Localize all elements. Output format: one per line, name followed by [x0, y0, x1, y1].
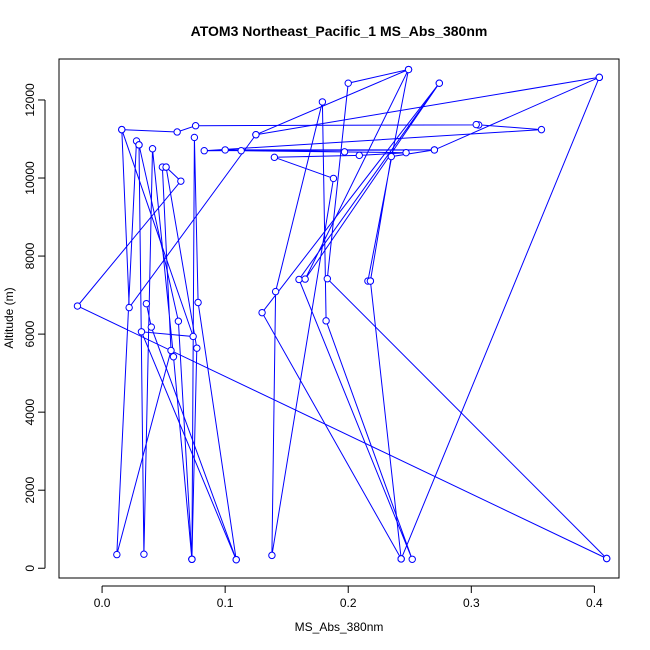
- data-point: [200, 147, 208, 155]
- data-point: [190, 133, 199, 142]
- data-point: [329, 174, 338, 183]
- data-point: [221, 146, 229, 154]
- data-point: [430, 146, 439, 154]
- data-point: [237, 147, 245, 155]
- data-point: [355, 151, 364, 160]
- plot-area: [58, 58, 620, 579]
- data-point: [408, 555, 416, 563]
- data-point: [537, 125, 546, 134]
- y-axis-label: Altitude (m): [2, 287, 16, 348]
- data-point: [148, 145, 157, 153]
- data-point: [366, 277, 375, 285]
- data-point: [193, 344, 201, 352]
- y-tick-label: 6000: [23, 320, 37, 347]
- x-axis: 0.0 0.1 0.2 0.3 0.4: [94, 585, 603, 610]
- data-point: [174, 317, 183, 325]
- series-layer: [73, 65, 611, 564]
- data-point: [169, 353, 178, 361]
- data-point: [270, 153, 279, 162]
- data-point: [191, 122, 200, 130]
- data-point: [73, 302, 82, 310]
- data-point: [188, 555, 196, 563]
- data-point: [135, 141, 143, 149]
- chart-title: ATOM3 Northeast_Pacific_1 MS_Abs_380nm: [191, 23, 488, 39]
- y-tick-label: 10000: [23, 161, 37, 195]
- data-point: [142, 299, 151, 308]
- x-tick-label: 0.2: [340, 596, 357, 610]
- data-point: [232, 555, 240, 564]
- y-tick-label: 4000: [23, 398, 37, 425]
- data-point: [340, 148, 349, 156]
- series-line: [138, 144, 193, 560]
- data-point: [323, 274, 332, 283]
- x-tick-label: 0.1: [217, 596, 234, 610]
- x-tick-label: 0.4: [586, 596, 603, 610]
- y-axis: 0 2000 4000 6000 8000 10000 12000: [23, 83, 46, 572]
- data-point: [318, 98, 327, 106]
- x-tick-label: 0.0: [94, 596, 111, 610]
- y-tick-label: 12000: [23, 83, 37, 117]
- data-point: [125, 303, 133, 312]
- data-point: [404, 65, 413, 74]
- y-tick-label: 2000: [23, 477, 37, 504]
- data-point: [162, 163, 170, 171]
- data-point: [113, 550, 121, 559]
- data-point: [118, 125, 126, 134]
- data-point: [177, 177, 185, 185]
- y-tick-label: 0: [23, 565, 37, 572]
- x-axis-label: MS_Abs_380nm: [295, 620, 384, 634]
- data-point: [435, 79, 444, 87]
- data-point: [387, 152, 396, 161]
- data-point: [322, 317, 330, 325]
- data-point: [472, 120, 480, 129]
- data-point: [397, 555, 405, 563]
- data-point: [344, 79, 352, 87]
- data-point: [194, 298, 202, 307]
- series-line: [76, 68, 608, 560]
- y-tick-label: 8000: [23, 242, 37, 269]
- data-point: [595, 73, 604, 82]
- series-line: [145, 303, 237, 560]
- data-point: [271, 287, 280, 296]
- data-point: [147, 323, 156, 331]
- data-point: [189, 332, 197, 341]
- data-point: [252, 131, 260, 139]
- data-point: [140, 550, 148, 558]
- series-line: [255, 68, 601, 560]
- data-point: [402, 148, 410, 157]
- x-tick-label: 0.3: [463, 596, 480, 610]
- data-point: [167, 346, 175, 355]
- data-point: [268, 551, 276, 560]
- data-point: [137, 328, 146, 336]
- data-point: [602, 554, 611, 563]
- data-point: [258, 308, 266, 317]
- data-point: [295, 275, 303, 284]
- data-point: [173, 128, 181, 136]
- series-line: [261, 82, 440, 560]
- data-point: [301, 275, 309, 283]
